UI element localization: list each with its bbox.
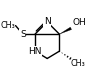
Polygon shape: [59, 27, 72, 34]
Text: N: N: [44, 17, 51, 26]
Text: S: S: [20, 30, 26, 39]
Text: CH₃: CH₃: [71, 59, 86, 68]
Text: HN: HN: [28, 47, 42, 56]
Text: CH₃: CH₃: [1, 21, 16, 30]
Text: OH: OH: [72, 18, 86, 27]
